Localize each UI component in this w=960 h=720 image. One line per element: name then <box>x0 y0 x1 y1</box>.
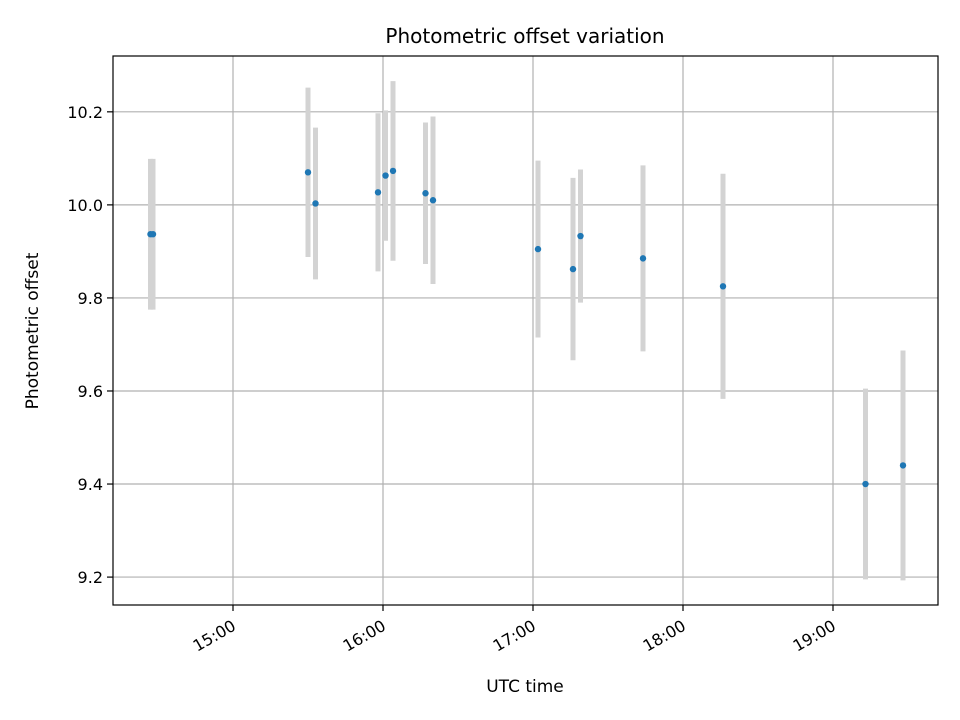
plot-frame <box>112 55 939 606</box>
data-point <box>639 255 647 262</box>
data-point <box>389 167 397 175</box>
data-point <box>577 232 584 240</box>
data-point <box>429 197 437 204</box>
data-point <box>422 190 429 197</box>
y-axis-label: Photometric offset <box>23 252 43 409</box>
data-point <box>899 462 907 469</box>
chart-title: Photometric offset variation <box>385 24 664 48</box>
data-point <box>304 169 312 176</box>
y-tick-label: 9.8 <box>78 289 103 308</box>
x-axis-label: UTC time <box>486 677 564 697</box>
data-point <box>569 265 577 273</box>
data-point <box>312 200 319 207</box>
data-point <box>382 172 389 179</box>
y-tick-label: 9.6 <box>78 382 103 401</box>
y-tick-label: 10.0 <box>67 196 103 215</box>
data-point <box>862 480 869 488</box>
y-tick-label: 9.2 <box>78 568 103 587</box>
y-tick-label: 10.2 <box>67 103 103 122</box>
y-axis: 9.2 9.4 9.6 9.8 10.0 10.2 <box>67 103 113 587</box>
data-points <box>147 167 907 488</box>
data-point <box>534 245 542 253</box>
data-point <box>374 189 382 196</box>
y-tick-label: 9.4 <box>78 475 103 494</box>
data-point <box>149 230 157 238</box>
data-point <box>719 283 727 290</box>
